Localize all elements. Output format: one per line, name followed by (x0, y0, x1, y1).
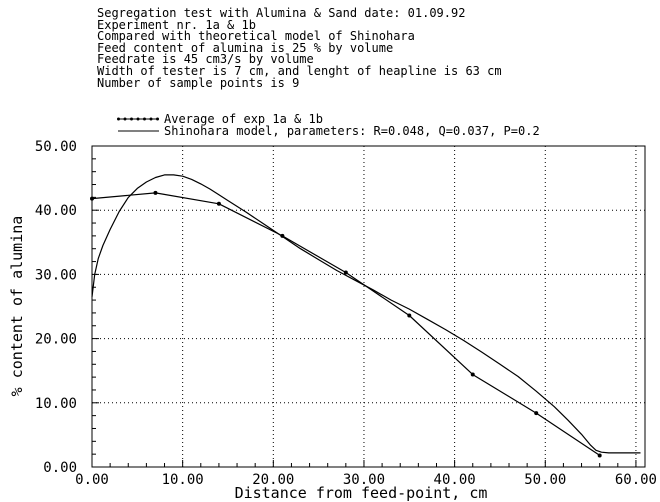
header-line-3: Compared with theoretical model of Shino… (97, 29, 415, 44)
y-tick-label: 20.00 (35, 332, 77, 348)
data-point (216, 201, 221, 206)
legend-entry-series-1: Average of exp 1a & 1b (117, 113, 323, 125)
y-axis-label: % content of alumina (8, 216, 26, 397)
series-lines (91, 174, 641, 456)
data-point (90, 196, 94, 201)
x-axis-label: Distance from feed-point, cm (235, 484, 488, 502)
y-tick-label: 40.00 (35, 203, 77, 219)
legend-entry-series-2: Shinohara model, parameters: R=0.048, Q=… (117, 125, 540, 137)
data-point (534, 411, 539, 416)
data-point (343, 270, 348, 275)
legend-label-series-1: Average of exp 1a & 1b (164, 112, 323, 126)
series-line-1 (91, 192, 601, 456)
x-tick-label: 0.00 (75, 472, 109, 488)
legend-label-series-2: Shinohara model, parameters: R=0.048, Q=… (164, 124, 540, 138)
x-tick-label: 20.00 (252, 472, 294, 488)
header-line-4: Feed content of alumina is 25 % by volum… (97, 40, 394, 55)
legend: Average of exp 1a & 1b Shinohara model, … (117, 113, 540, 137)
plot-frame (91, 145, 646, 468)
data-point (153, 190, 158, 195)
x-axis-tick-labels: 0.00 10.00 20.00 30.00 40.00 50.00 60.00 (75, 472, 657, 488)
y-axis-tick-labels: 0.00 10.00 20.00 30.00 40.00 50.00 (35, 139, 77, 476)
data-point (280, 233, 285, 238)
x-tick-label: 40.00 (434, 472, 476, 488)
chart-header: Segregation test with Alumina & Sand dat… (97, 6, 502, 90)
y-tick-label: 10.00 (35, 396, 77, 412)
header-line-1: Segregation test with Alumina & Sand dat… (97, 6, 466, 20)
y-tick-label: 0.00 (43, 460, 77, 476)
header-line-5: Feedrate is 45 cm3/s by volume (97, 52, 314, 67)
header-line-6: Width of tester is 7 cm, and lenght of h… (97, 63, 502, 78)
series-points (90, 190, 602, 458)
series-line-2 (91, 174, 641, 454)
grid-lines (92, 146, 645, 467)
y-tick-label: 30.00 (35, 267, 77, 283)
y-tick-label: 50.00 (35, 139, 77, 155)
header-line-2: Experiment nr. 1a & 1b (97, 17, 256, 32)
data-point (597, 453, 602, 458)
x-tick-label: 60.00 (615, 472, 657, 488)
x-tick-label: 50.00 (524, 472, 566, 488)
legend-marker-series-2 (118, 130, 159, 132)
data-point (470, 372, 475, 377)
x-tick-label: 10.00 (162, 472, 204, 488)
header-line-7: Number of sample points is 9 (97, 75, 300, 90)
legend-marker-series-1 (117, 117, 159, 121)
axis-ticks (91, 145, 637, 468)
data-point (407, 313, 412, 318)
x-tick-label: 30.00 (343, 472, 385, 488)
